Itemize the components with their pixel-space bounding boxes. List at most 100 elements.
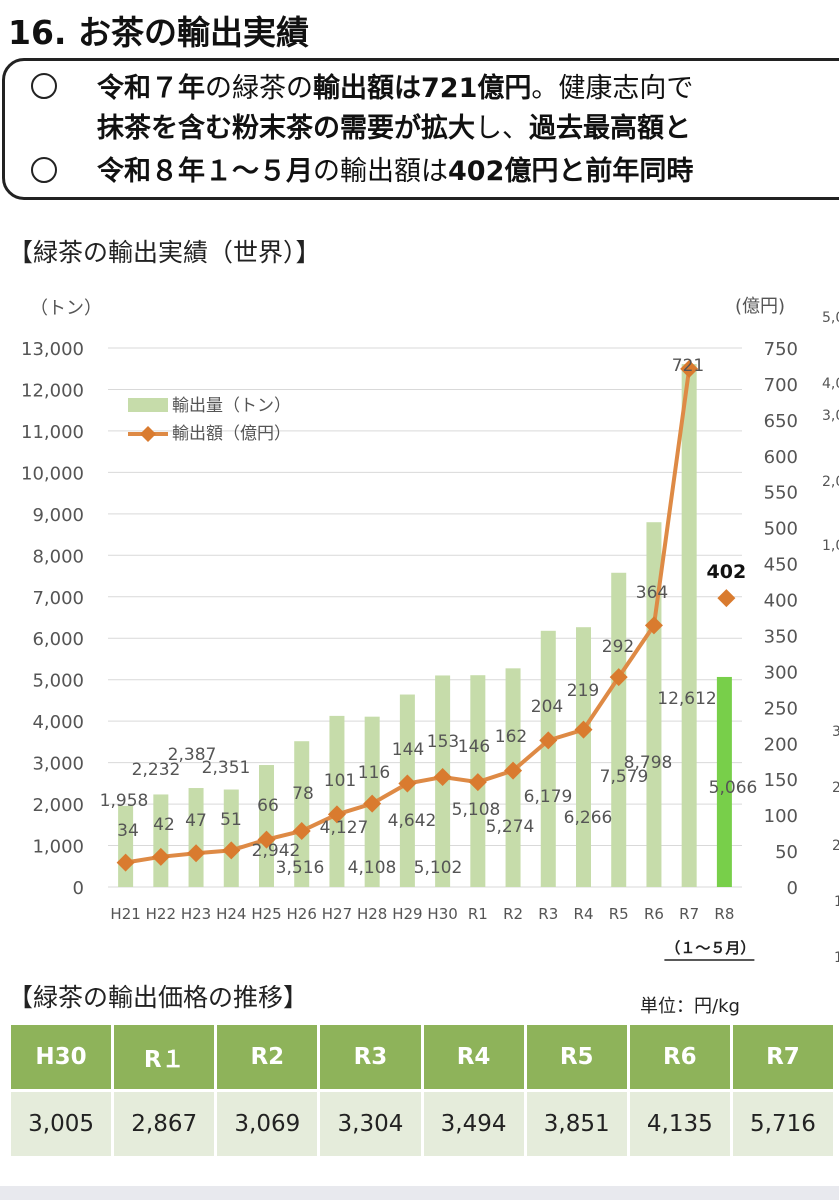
volume-label: 4,642 [388,811,437,831]
y-left-tick-label: 7,000 [32,588,84,609]
summary-box: 令和７年の緑茶の輸出額は721億円。健康志向で 抹茶を含む粉末茶の需要が拡大し、… [2,58,839,200]
value-marker [116,853,135,872]
y-left-tick-label: 9,000 [32,505,84,526]
bar-partial [716,676,732,887]
adjacent-chart-tick: 2 [832,780,839,796]
bar [118,805,134,887]
x-tick-label: R8 [714,905,734,923]
value-label: 51 [220,810,242,830]
y-left-tick-label: 0 [73,878,84,899]
y-right-tick-label: 550 [764,483,798,504]
bottom-strip [0,1186,839,1200]
bullet-circle-icon [31,157,57,183]
adjacent-chart-tick: 1,0 [822,538,839,554]
y-right-tick-label: 450 [764,555,798,576]
value-marker [187,844,206,863]
page-title: 16. お茶の輸出実績 [8,13,309,52]
price-table-title: 【緑茶の輸出価格の推移】 [8,983,309,1012]
y-right-tick-label: 650 [764,411,798,432]
adjacent-chart-tick: 1 [834,894,839,910]
value-marker [539,731,558,750]
bar [223,789,239,887]
x-tick-label: R1 [468,905,488,923]
y-right-tick-label: 700 [764,375,798,396]
summary-segment: の緑茶の [205,73,313,104]
price-value-cell: 3,494 [423,1089,524,1156]
value-marker [151,847,170,866]
y-left-tick-label: 6,000 [32,629,84,650]
summary-segment: 令和７年 [97,73,205,104]
price-unit: 単位：円/kg [640,996,740,1017]
volume-label: 2,232 [132,760,181,780]
adjacent-chart-tick: 3 [832,724,839,740]
summary-line-2: 抹茶を含む粉末茶の需要が拡大し、過去最高額と [97,106,691,145]
summary-segment: 。健康志向で [531,73,694,104]
volume-label: 1,958 [100,791,149,811]
legend-bar-swatch [128,398,168,412]
value-marker [504,761,523,780]
x-tick-label: R2 [503,905,523,923]
y-right-tick-label: 350 [764,626,798,647]
value-label: 47 [185,811,207,831]
volume-label: 2,942 [252,841,301,861]
bar [259,765,274,887]
volume-label: 5,102 [414,858,463,878]
bar [329,715,345,887]
x-tick-label: R6 [644,905,664,923]
value-marker [609,668,628,687]
period-note: （１～５月） [665,939,755,957]
adjacent-chart-tick: 5,0 [822,310,839,326]
price-value-cell: 3,005 [11,1089,112,1156]
volume-label: 5,274 [486,817,535,837]
summary-segment: 輸出額は721億円 [313,73,532,104]
value-label: 78 [292,784,314,804]
price-header-cell: R7 [732,1025,833,1089]
y-right-tick-label: 400 [764,591,798,612]
value-marker [680,359,699,378]
x-tick-label: H23 [181,905,211,923]
price-value-cell: 3,304 [320,1089,421,1156]
chart-title: 【緑茶の輸出実績（世界）】 [8,238,321,267]
y-left-tick-label: 8,000 [32,546,84,567]
y-right-tick-label: 500 [764,519,798,540]
x-tick-label: H25 [251,905,281,923]
volume-label: 2,351 [202,758,251,778]
value-marker [644,616,663,635]
y-right-tick-label: 0 [787,878,798,899]
y-left-tick-label: 5,000 [32,671,84,692]
y-left-axis-label: （トン） [30,298,102,319]
x-tick-label: R3 [538,905,558,923]
volume-label: 8,798 [624,753,673,773]
y-left-tick-label: 13,000 [21,339,84,360]
value-marker [574,720,593,739]
price-value-cell: 4,135 [629,1089,730,1156]
volume-label: 5,108 [452,800,501,820]
value-label: 153 [427,732,459,752]
export-chart: 0 1,000 2,000 3,000 4,000 5,000 6,000 7,000 8,00… [21,296,839,966]
volume-label: 7,579 [600,767,649,787]
value-marker [398,774,417,793]
volume-label: 4,127 [320,818,369,838]
price-header-cell: R4 [423,1025,524,1089]
x-tick-label: H24 [216,905,246,923]
value-marker [468,773,487,792]
value-label: 292 [602,637,634,657]
x-tick-label: H30 [427,905,457,923]
y-right-tick-label: 150 [764,770,798,791]
y-left-tick-label: 4,000 [32,712,84,733]
y-right-tick-label: 250 [764,698,798,719]
price-header-cell: R5 [526,1025,627,1089]
value-marker-partial [717,589,736,608]
adjacent-chart-tick: 2 [832,838,839,854]
y-right-tick-label: 600 [764,447,798,468]
bar [540,630,556,887]
y-left-tick-label: 1,000 [32,837,84,858]
value-label-partial: 402 [707,561,747,583]
bar [153,794,169,887]
y-left-tick-label: 2,000 [32,795,84,816]
value-marker [433,768,452,787]
value-marker [363,794,382,813]
y-right-tick-label: 200 [764,734,798,755]
value-marker [327,805,346,824]
value-label: 116 [358,763,390,783]
